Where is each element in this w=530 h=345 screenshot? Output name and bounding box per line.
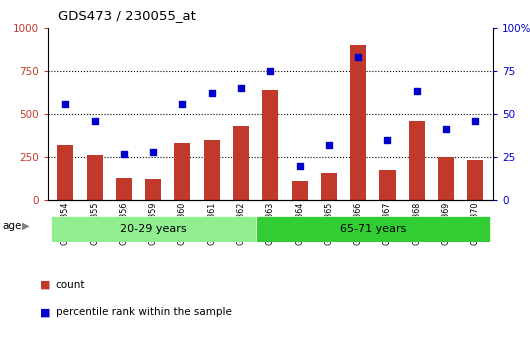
Bar [86, 155, 103, 200]
Bar [262, 90, 278, 200]
Bar [438, 157, 454, 200]
Point [295, 163, 304, 168]
Point [61, 101, 69, 106]
FancyBboxPatch shape [255, 216, 490, 242]
Point [237, 85, 245, 91]
Text: ▶: ▶ [22, 221, 30, 231]
Point [120, 151, 128, 156]
Text: percentile rank within the sample: percentile rank within the sample [56, 307, 232, 317]
Point [266, 68, 275, 73]
Bar [350, 45, 366, 200]
Bar [116, 178, 132, 200]
Text: GDS473 / 230055_at: GDS473 / 230055_at [58, 9, 196, 22]
Bar [233, 126, 249, 200]
Bar [321, 172, 337, 200]
Text: ■: ■ [40, 307, 50, 317]
Point [325, 142, 333, 148]
Bar [379, 170, 395, 200]
Text: 65-71 years: 65-71 years [340, 224, 406, 234]
Point [412, 89, 421, 94]
Point [90, 118, 99, 124]
Text: age: age [3, 221, 22, 231]
Bar [467, 159, 483, 200]
Text: count: count [56, 280, 85, 289]
Bar [292, 181, 307, 200]
Point [207, 90, 216, 96]
Point [178, 101, 187, 106]
Point [471, 118, 480, 124]
FancyBboxPatch shape [51, 216, 255, 242]
Text: 20-29 years: 20-29 years [120, 224, 187, 234]
Point [442, 127, 450, 132]
Text: ■: ■ [40, 280, 50, 289]
Point [354, 54, 363, 60]
Bar [204, 140, 220, 200]
Bar [57, 145, 73, 200]
Bar [145, 179, 161, 200]
Point [383, 137, 392, 142]
Bar [409, 121, 425, 200]
Bar [174, 143, 190, 200]
Point [149, 149, 157, 155]
